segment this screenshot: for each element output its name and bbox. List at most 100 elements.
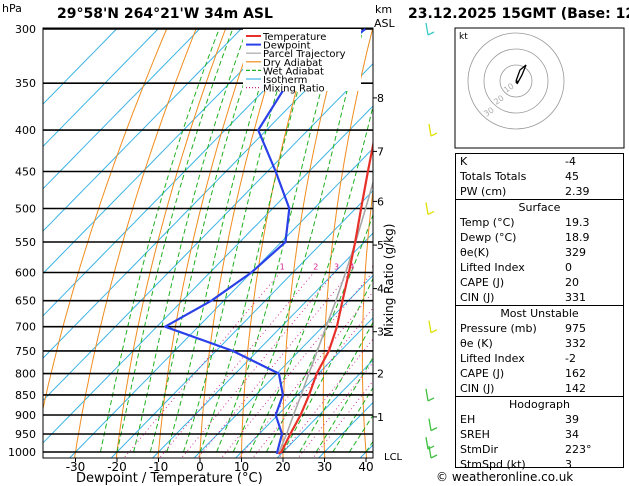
index-label: CAPE (J) — [460, 367, 505, 380]
mixing-ratio-line — [238, 291, 373, 458]
mixing-ratio-line — [312, 380, 373, 458]
mixing-ratio-line — [197, 272, 351, 458]
hodograph-row: StmSpd (kt) 3 — [456, 457, 623, 472]
dewpoint-line — [164, 28, 367, 455]
index-value: 20 — [565, 276, 579, 289]
most-unstable-row: Lifted Index -2 — [456, 351, 623, 366]
legend-entry: Isotherm — [263, 75, 307, 86]
isotherm-line — [151, 232, 373, 458]
wind-barb-icon — [428, 320, 438, 334]
isotherm-line — [43, 28, 202, 190]
index-label: EH — [460, 413, 476, 426]
mixing-ratio-label: 6 — [372, 263, 377, 272]
hodograph-row: SREH 34 — [456, 427, 623, 442]
dry-adiabat-line — [361, 187, 373, 458]
pressure-tick-label: 650 — [15, 295, 36, 308]
most-unstable-row: θe (K) 332 — [456, 336, 623, 351]
surface-row: CAPE (J) 20 — [456, 275, 623, 290]
pressure-tick-label: 450 — [15, 166, 36, 179]
dry-adiabat-line — [43, 28, 168, 411]
mixing-ratio-label: 1 — [280, 263, 285, 272]
most-unstable-header: Most Unstable — [456, 305, 623, 321]
most-unstable-row: CAPE (J) 162 — [456, 366, 623, 381]
mixing-ratio-line — [278, 338, 373, 458]
storm-motion-marker — [515, 80, 519, 84]
temperature-line — [277, 139, 373, 455]
wind-barb-icon — [428, 123, 438, 137]
pressure-tick-label: 350 — [15, 77, 36, 90]
axes: 3003504004505005506006507007508008509009… — [8, 23, 384, 474]
most-unstable-row: CIN (J) 142 — [456, 381, 623, 396]
index-label: PW (cm) — [460, 185, 507, 198]
surface-row: Lifted Index 0 — [456, 260, 623, 275]
pressure-tick-label: 750 — [15, 345, 36, 358]
mixing-ratio-line — [158, 272, 315, 458]
hodograph-ring — [483, 48, 549, 114]
temp-tick-label: 10 — [234, 460, 249, 474]
index-value: 142 — [565, 382, 586, 395]
wind-barb-icon — [425, 436, 435, 450]
index-value: 18.9 — [565, 231, 590, 244]
parcel-trajectory-line — [277, 179, 373, 455]
km-tick-label: 8 — [377, 92, 384, 105]
pressure-tick-label: 600 — [15, 267, 36, 280]
dry-adiabat-line — [115, 28, 227, 458]
dry-adiabat-line — [282, 28, 344, 458]
index-label: StmDir — [460, 443, 499, 456]
footer-copyright: © weatheronline.co.uk — [436, 470, 574, 484]
dry-adiabat-line — [74, 28, 198, 458]
index-value: 331 — [565, 291, 586, 304]
index-label: Pressure (mb) — [460, 322, 537, 335]
index-label: StmSpd (kt) — [460, 458, 526, 471]
isotherm-line — [43, 28, 243, 232]
surface-row: CIN (J) 331 — [456, 290, 623, 305]
pressure-tick-label: 1000 — [8, 446, 36, 459]
wet-adiabat-line — [149, 28, 263, 453]
isotherm-line — [276, 359, 373, 458]
index-value: 3 — [565, 458, 572, 471]
wet-adiabat-line — [299, 321, 373, 453]
index-label: SREH — [460, 428, 490, 441]
index-label: CIN (J) — [460, 382, 495, 395]
wet-adiabat-line — [332, 386, 373, 453]
isotherm-line — [43, 28, 160, 148]
index-label: Lifted Index — [460, 352, 525, 365]
legend-entry: Dewpoint — [263, 41, 311, 52]
hodograph-ring — [499, 64, 533, 98]
legend-entry: Parcel Trajectory — [263, 49, 346, 60]
mixing-ratio-label: 3 — [334, 263, 339, 272]
index-row: PW (cm) 2.39 — [456, 184, 623, 199]
legend-entry: Dry Adiabat — [263, 58, 322, 69]
index-value: 975 — [565, 322, 586, 335]
temp-tick-label: 40 — [358, 460, 373, 474]
surface-row: θe(K) 329 — [456, 245, 623, 260]
pressure-tick-label: 550 — [15, 236, 36, 249]
wind-barb-icon — [428, 445, 438, 459]
index-value: 332 — [565, 337, 586, 350]
legend-background — [243, 29, 361, 91]
pressure-tick-label: 900 — [15, 409, 36, 422]
temp-tick-label: -10 — [149, 460, 169, 474]
index-value: 2.39 — [565, 185, 590, 198]
dry-adiabat-line — [322, 28, 373, 458]
hodograph-trace — [515, 64, 527, 85]
mixing-ratio-line — [297, 361, 373, 458]
isotherm-line — [43, 28, 326, 317]
km-tick-label: 5 — [377, 239, 384, 252]
km-tick-label: 3 — [377, 326, 384, 339]
x-axis-label: Dewpoint / Temperature (°C) — [76, 471, 263, 486]
surface-row: Temp (°C) 19.3 — [456, 215, 623, 230]
legend-entry: Temperature — [262, 32, 326, 43]
km-tick-label: 4 — [377, 283, 384, 296]
temp-tick-label: -30 — [66, 460, 86, 474]
index-row: Totals Totals 45 — [456, 169, 623, 184]
pressure-tick-label: 300 — [15, 23, 36, 36]
legend-entry: Mixing Ratio — [263, 84, 325, 95]
index-label: θe(K) — [460, 246, 490, 259]
wind-barb-icon — [425, 22, 435, 36]
location-title: 29°58'N 264°21'W 34m ASL — [57, 6, 273, 22]
wind-barb-icon — [425, 388, 435, 402]
hodograph-row: StmDir 223° — [456, 442, 623, 457]
